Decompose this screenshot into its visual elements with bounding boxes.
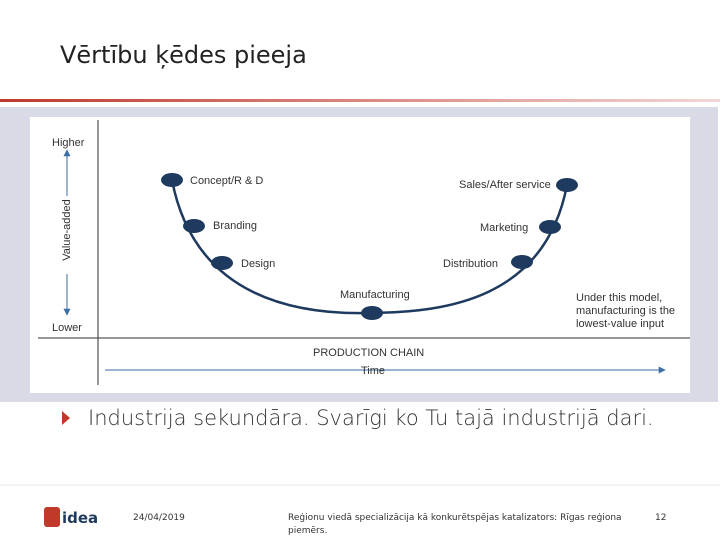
node-marker	[511, 255, 533, 269]
slide-title: Vērtību ķēdes pieeja	[60, 41, 307, 69]
node-marker	[539, 220, 561, 234]
smile-curve-diagram: Value-added Higher Lower PRODUCTION CHAI…	[38, 120, 690, 385]
node-label: Concept/R & D	[190, 175, 263, 187]
note-text: lowest-value input	[576, 318, 664, 330]
y-axis-label: Value-added	[61, 199, 73, 261]
node-marker	[161, 173, 183, 187]
figure-panel	[30, 117, 690, 393]
bullet-text: Industrija sekundāra. Svarīgi ko Tu tajā…	[88, 406, 654, 430]
node-label: Manufacturing	[340, 289, 410, 301]
bullet-marker	[62, 411, 70, 425]
x-axis-sublabel: Time	[361, 365, 385, 377]
page-number: 12	[655, 513, 666, 523]
lower-label: Lower	[52, 322, 82, 334]
x-axis-label: PRODUCTION CHAIN	[313, 347, 424, 359]
footer-date: 24/04/2019	[133, 513, 185, 523]
node-marker	[556, 178, 578, 192]
footer-text: piemērs.	[288, 526, 327, 536]
note-text: Under this model,	[576, 292, 662, 304]
node-marker	[211, 256, 233, 270]
title-rule	[0, 99, 720, 102]
logo-icon	[44, 507, 60, 527]
footer-text: Reģionu viedā specializācija kā konkurēt…	[288, 513, 622, 523]
node-label: Design	[241, 258, 275, 270]
note-text: manufacturing is the	[576, 305, 675, 317]
node-marker	[361, 306, 383, 320]
node-label: Marketing	[480, 222, 528, 234]
label-mask	[58, 196, 76, 274]
node-label: Sales/After service	[459, 179, 551, 191]
node-label: Branding	[213, 220, 257, 232]
node-label: Distribution	[443, 258, 498, 270]
logo-text: idea	[62, 509, 98, 527]
higher-label: Higher	[52, 137, 85, 149]
node-marker	[183, 219, 205, 233]
